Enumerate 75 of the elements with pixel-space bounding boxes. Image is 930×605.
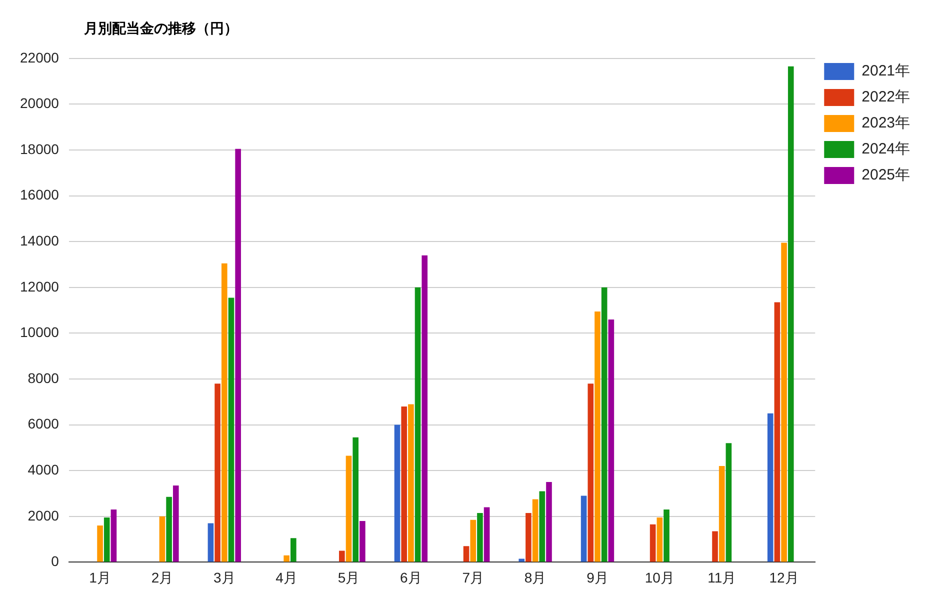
bar xyxy=(208,523,214,562)
y-tick-label: 14000 xyxy=(20,232,60,248)
y-tick-label: 0 xyxy=(51,553,60,570)
legend-label: 2024年 xyxy=(862,140,910,158)
y-tick-label: 6000 xyxy=(28,416,60,432)
x-tick-label: 3月 xyxy=(213,569,236,586)
bar xyxy=(712,531,718,562)
bar xyxy=(414,287,421,562)
bar xyxy=(532,499,538,562)
bar xyxy=(484,507,490,562)
bar xyxy=(166,496,172,562)
bar xyxy=(352,437,359,562)
bar xyxy=(656,518,663,562)
x-tick-label: 1月 xyxy=(89,569,111,586)
x-tick-label: 7月 xyxy=(462,569,484,586)
bar xyxy=(110,510,117,562)
y-tick-label: 16000 xyxy=(20,186,60,203)
bar xyxy=(228,298,234,562)
x-tick-label: 11月 xyxy=(708,569,736,586)
x-tick-label: 4月 xyxy=(276,569,298,586)
bar xyxy=(718,466,725,562)
x-tick-label: 5月 xyxy=(338,569,360,586)
bar xyxy=(172,485,179,562)
bar xyxy=(214,384,220,562)
y-tick-label: 18000 xyxy=(20,140,60,157)
bar xyxy=(539,491,546,562)
y-tick-label: 4000 xyxy=(28,461,60,478)
x-tick-label: 10月 xyxy=(644,569,674,586)
y-tick-label: 22000 xyxy=(20,49,60,66)
y-tick-label: 2000 xyxy=(28,507,60,524)
legend-label: 2025年 xyxy=(862,166,910,184)
legend-label: 2021年 xyxy=(862,62,910,80)
bar xyxy=(650,524,656,562)
bar xyxy=(767,413,774,562)
y-tick-label: 20000 xyxy=(20,95,60,112)
y-tick-label: 12000 xyxy=(20,278,60,294)
bar xyxy=(664,510,670,562)
bar xyxy=(394,424,400,562)
x-tick-label: 8月 xyxy=(524,569,546,586)
bar xyxy=(422,255,428,562)
x-tick-label: 12月 xyxy=(769,569,799,586)
bar xyxy=(401,406,408,562)
bar xyxy=(477,512,483,562)
bar xyxy=(284,555,290,562)
bar xyxy=(580,496,587,562)
x-tick-label: 2月 xyxy=(151,569,174,586)
bar xyxy=(774,302,780,562)
bar xyxy=(235,148,241,562)
bar xyxy=(526,512,532,562)
bar xyxy=(588,384,594,562)
bar xyxy=(97,526,103,562)
bar xyxy=(781,242,787,562)
bar xyxy=(221,263,228,562)
bar xyxy=(608,319,614,562)
legend-label: 2022年 xyxy=(862,88,910,106)
bar xyxy=(594,311,600,562)
bar xyxy=(360,520,366,562)
x-tick-label: 9月 xyxy=(586,569,608,586)
bar xyxy=(408,404,414,562)
bar xyxy=(339,550,345,562)
bar xyxy=(346,456,352,562)
legend-label: 2023年 xyxy=(862,114,910,132)
bar xyxy=(601,287,608,562)
bar xyxy=(546,482,552,562)
bar xyxy=(470,520,476,562)
bar xyxy=(726,443,732,562)
chart-title: 月別配当金の推移（円） xyxy=(84,20,238,38)
bar xyxy=(104,518,110,562)
y-tick-label: 8000 xyxy=(28,370,60,386)
x-tick-label: 6月 xyxy=(400,569,422,586)
y-tick-label: 10000 xyxy=(20,324,60,340)
bar xyxy=(788,66,794,562)
bar xyxy=(159,516,166,562)
bar xyxy=(463,546,470,562)
bar xyxy=(290,538,296,562)
